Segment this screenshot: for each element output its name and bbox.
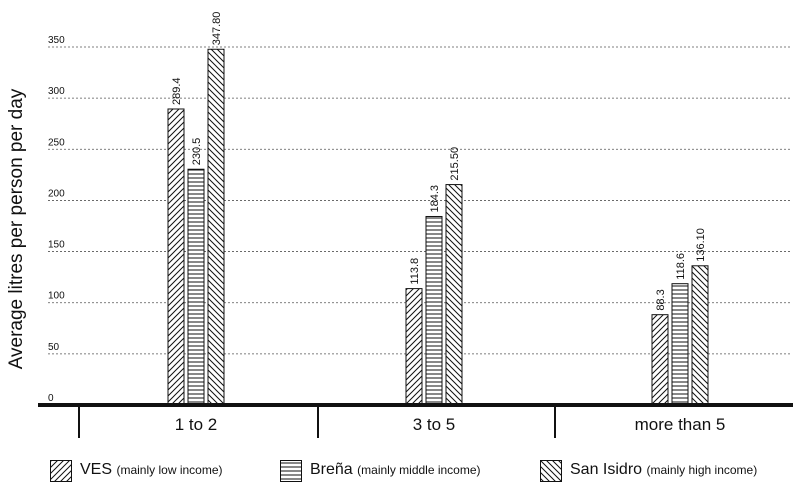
y-axis-label: Average litres per person per day — [6, 88, 27, 369]
data-label: 118.6 — [675, 253, 687, 280]
y-tick-label: 200 — [48, 188, 65, 199]
data-label: 113.8 — [409, 258, 421, 285]
y-tick-label: 350 — [48, 35, 65, 46]
data-label: 88.3 — [655, 289, 667, 310]
bar-ves — [651, 314, 669, 406]
legend-swatch-san-isidro — [540, 460, 562, 482]
bar-brena — [425, 215, 443, 406]
data-label: 215.50 — [449, 147, 461, 181]
y-tick-label: 300 — [48, 86, 65, 97]
bar-san-isidro — [691, 265, 709, 406]
legend: VES (mainly low income) Breña (mainly mi… — [50, 460, 795, 502]
bar-ves — [405, 288, 423, 406]
data-label: 347.80 — [211, 12, 223, 46]
legend-note: (mainly high income) — [646, 463, 758, 477]
bar-ves — [167, 108, 185, 406]
data-label: 289.4 — [171, 77, 183, 105]
legend-swatch-ves — [50, 460, 72, 482]
bar-brena — [671, 283, 689, 406]
legend-item-brena: Breña (mainly middle income) — [280, 460, 490, 482]
y-tick-label: 150 — [48, 240, 65, 251]
legend-note: (mainly middle income) — [357, 463, 481, 477]
data-label: 184.3 — [429, 185, 441, 213]
y-axis-ticks: 0 50 100 150 200 250 300 350 — [48, 35, 65, 404]
y-tick-label: 50 — [48, 342, 60, 353]
bar-san-isidro — [445, 184, 463, 406]
legend-item-ves: VES (mainly low income) — [50, 460, 260, 482]
bars — [167, 48, 709, 406]
x-tick-label: more than 5 — [635, 415, 726, 434]
y-tick-label: 100 — [48, 291, 65, 302]
legend-swatch-brena — [280, 460, 302, 482]
x-axis: 1 to 2 3 to 5 more than 5 — [38, 403, 793, 438]
y-tick-label: 250 — [48, 137, 65, 148]
legend-name: Breña — [310, 461, 353, 478]
bar-brena — [187, 168, 205, 406]
x-tick-label: 3 to 5 — [413, 415, 456, 434]
legend-name: San Isidro — [570, 461, 643, 478]
y-tick-label: 0 — [48, 393, 54, 404]
x-tick-label: 1 to 2 — [175, 415, 218, 434]
bar-chart: 0 50 100 150 200 250 300 350 289.4 230.5 347.80 11… — [6, 12, 793, 438]
data-label: 136.10 — [695, 228, 707, 262]
bar-san-isidro — [207, 48, 225, 406]
legend-item-san-isidro: San Isidro (mainly high income) — [540, 460, 795, 482]
legend-name: VES — [80, 461, 113, 478]
legend-note: (mainly low income) — [116, 463, 223, 477]
data-labels: 289.4 230.5 347.80 113.8 184.3 215.50 88.3 118.… — [171, 12, 707, 311]
data-label: 230.5 — [191, 138, 203, 166]
